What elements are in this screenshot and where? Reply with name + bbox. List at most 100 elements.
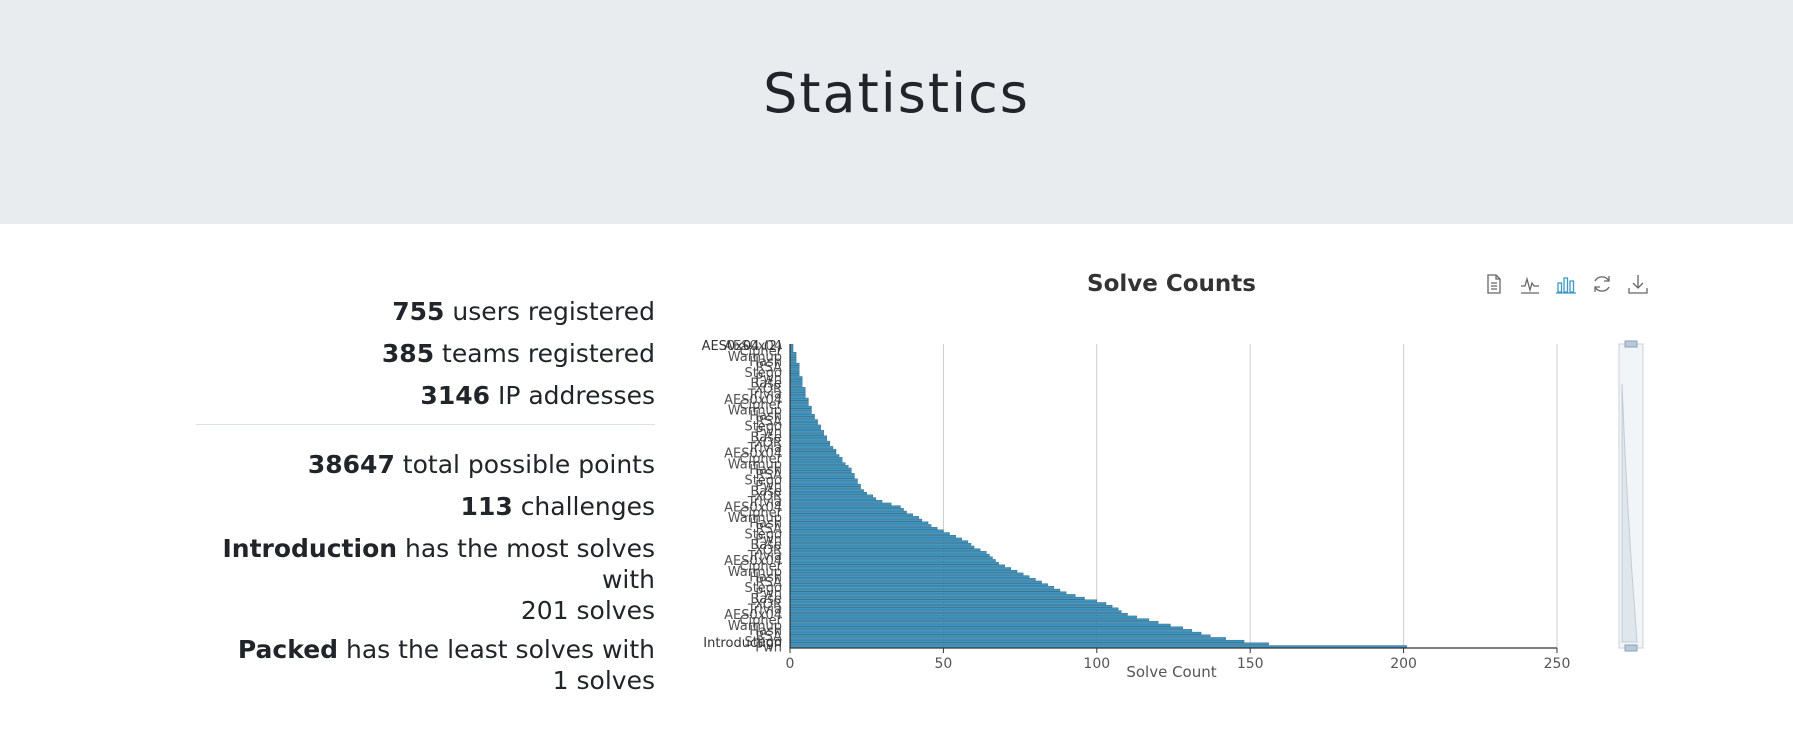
bar [789, 395, 806, 398]
y-tick-label: Warmup [728, 457, 782, 472]
bar [789, 422, 818, 425]
datazoom-handle-bottom[interactable] [1624, 644, 1638, 652]
bar [789, 470, 852, 474]
least-solved-name: Packed [237, 635, 339, 664]
y-tick-label: AES0x04 [724, 554, 782, 569]
ip-addresses: 3146 IP addresses [190, 380, 655, 411]
y-tick-label: AES0x04 [724, 447, 782, 462]
bar [789, 419, 818, 422]
bar [789, 432, 824, 436]
teams-count: 385 [381, 339, 435, 368]
bar [789, 497, 877, 500]
bar [789, 413, 815, 417]
bar [789, 475, 855, 479]
points-count: 38647 [307, 450, 395, 479]
bar [789, 478, 858, 482]
y-tick-label: XOR [755, 490, 782, 505]
users-label: users registered [452, 297, 655, 326]
bar [789, 578, 1036, 581]
bar [789, 440, 831, 444]
y-tick-label: Hash [749, 570, 782, 585]
y-tick-label: Cipher [739, 613, 782, 628]
y-tick-label: Trivia [747, 441, 782, 456]
restore-icon[interactable] [1590, 272, 1614, 296]
bar [789, 521, 929, 525]
bar [789, 435, 827, 439]
bar [789, 486, 861, 490]
chart-title: Solve Counts [1087, 271, 1256, 297]
bar [789, 473, 855, 476]
bar [789, 615, 1137, 619]
bar [789, 405, 812, 409]
bar [789, 457, 843, 460]
x-tick-label: 200 [1390, 656, 1417, 672]
x-tick-label: 150 [1237, 656, 1264, 672]
bar [789, 352, 797, 355]
challenge-count: 113 challenges [190, 491, 655, 522]
y-tick-label: Base [750, 538, 782, 553]
bar [789, 551, 987, 554]
x-tick-label: 0 [786, 656, 795, 672]
y-tick-label: Trivia [747, 549, 782, 564]
line-chart-icon[interactable] [1518, 272, 1542, 296]
bar [789, 424, 821, 428]
bar [789, 518, 923, 522]
x-tick-label: 100 [1083, 656, 1110, 672]
stats-panel: 755 users registered 385 teams registere… [190, 296, 655, 704]
y-tick-label-top: AES0x04 (2) [702, 339, 782, 354]
teams-label: teams registered [442, 339, 655, 368]
x-axis-label: Solve Count [1126, 663, 1216, 681]
bar [789, 446, 834, 449]
bar [789, 596, 1085, 600]
page-title: Statistics [763, 62, 1030, 125]
y-tick-label: Stego [744, 474, 782, 489]
bar [789, 570, 1018, 573]
y-tick-label: Hash [749, 355, 782, 370]
y-tick-label: Trivia [747, 495, 782, 510]
bar [789, 376, 803, 379]
y-tick-label: Base [750, 484, 782, 499]
bar [789, 586, 1055, 589]
bar [789, 580, 1042, 584]
most-solved-count: 201 solves [520, 596, 655, 625]
points-label: total possible points [402, 450, 655, 479]
y-tick-label: Hash [749, 624, 782, 639]
page-header: Statistics [0, 0, 1793, 224]
bar [789, 561, 999, 565]
bar [789, 387, 806, 390]
bar [789, 513, 913, 517]
y-tick-label: Pwn [755, 425, 782, 440]
bar [789, 642, 1269, 646]
data-view-icon[interactable] [1482, 272, 1506, 296]
y-tick-label: XOR [755, 382, 782, 397]
y-tick-label: Pwn [755, 533, 782, 548]
y-tick-label: Warmup [728, 350, 782, 365]
bar [789, 516, 920, 519]
y-tick-label: Trivia [747, 387, 782, 402]
bar-chart-icon[interactable] [1554, 272, 1578, 296]
bar [789, 556, 993, 560]
datazoom-handle-top[interactable] [1624, 340, 1638, 348]
y-tick-label: AES0x04 [724, 500, 782, 515]
bar [789, 623, 1171, 627]
x-tick-label: 50 [934, 656, 952, 672]
download-icon[interactable] [1626, 272, 1650, 296]
bar [789, 532, 950, 535]
challenges-count: 113 [460, 492, 513, 521]
bar [789, 610, 1122, 613]
y-tick-label: Pwn [755, 587, 782, 602]
bar [789, 626, 1183, 630]
ip-count: 3146 [420, 381, 491, 410]
bar [789, 451, 837, 455]
bar [789, 397, 809, 401]
bar [789, 408, 812, 412]
bar [789, 540, 969, 543]
challenges-label: challenges [520, 492, 655, 521]
bar [789, 378, 803, 382]
bar [789, 370, 800, 374]
bar [789, 559, 996, 562]
y-tick-label: Pwn [755, 371, 782, 386]
bar [789, 494, 874, 498]
y-tick-label: Warmup [728, 619, 782, 634]
bar [789, 572, 1024, 576]
